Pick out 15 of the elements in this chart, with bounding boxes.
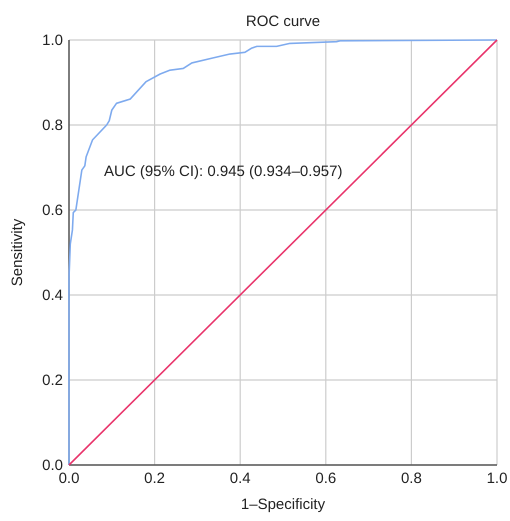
y-axis-title: Sensitivity [9,218,26,286]
x-tick-label: 0.2 [144,470,166,487]
x-tick-label: 0.4 [230,470,251,487]
y-tick-label: 0.2 [42,372,63,389]
line-series [68,39,498,466]
y-tick-label: 1.0 [42,32,63,49]
annotation: AUC (95% CI): 0.945 (0.934–0.957) [104,163,342,180]
y-tick-label: 0.8 [42,117,63,134]
x-axis-title: 1–Specificity [240,496,326,513]
x-tick-label: 0.8 [400,470,422,487]
y-tick-label: 0.4 [42,287,63,304]
chart-title: ROC curve [246,13,320,30]
x-tick-label: 1.0 [486,470,508,487]
y-tick-label: 0.6 [42,202,63,219]
x-tick-label: 0.6 [315,470,336,487]
